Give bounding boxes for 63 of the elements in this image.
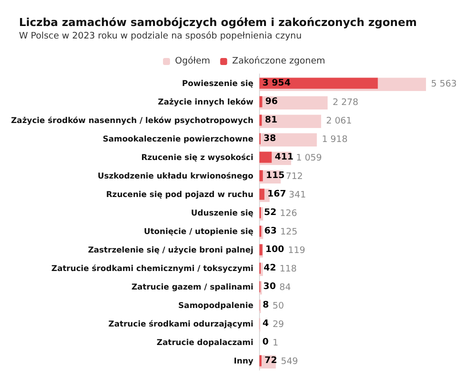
data-label: 38 [264,134,276,144]
bar [259,114,262,126]
data-label: 118 [280,264,298,274]
y-tick-label: Inny [234,356,254,366]
y-tick-label: Zatrucie dopalaczami [156,338,254,347]
chart-title: Liczba zamachów samobójczych ogółem i zakończonych zgonem [19,16,417,29]
bar [259,114,322,128]
data-label: 50 [272,301,284,312]
y-tick-label: Zastrzelenie się / użycie broni palnej [88,245,254,254]
y-tick-label: Utonięcie / utopienie się [144,226,254,236]
data-label: 167 [267,189,286,200]
data-label: 126 [280,208,298,219]
data-label: 125 [280,227,298,238]
data-label: 2 061 [326,116,352,126]
data-label: 5 563 [431,79,457,90]
data-label: 29 [272,320,284,330]
bar [259,355,262,366]
bar [259,78,378,89]
legend-label: Ogółem [175,56,210,66]
data-label: 549 [280,356,298,367]
data-label: 115 [266,170,285,181]
y-tick-label: Zatrucie gazem / spalinami [131,282,254,292]
data-label: 2 278 [332,98,359,108]
data-label: 1 059 [296,153,322,164]
y-tick-label: Uszkodzenie układu krwionośnego [98,171,254,180]
bar [259,96,262,108]
data-label: 712 [286,172,303,182]
y-tick-label: Zatrucie środkami chemicznymi / toksyczymi [51,264,254,273]
bar [259,188,264,200]
data-label: 3 954 [262,78,291,88]
data-label: 42 [264,263,276,274]
data-label: 63 [264,226,277,236]
y-tick-label: Powieszenie się [182,78,254,88]
data-label: 96 [265,96,278,107]
bar [259,152,272,163]
legend-label: Zakończone zgonem [232,56,326,66]
data-label: 1 [272,338,278,348]
data-label: 0 [262,337,269,348]
data-label: 100 [265,244,284,255]
bar [259,96,328,110]
data-label: 52 [264,208,276,218]
data-label: 72 [264,356,278,366]
y-tick-label: Rzucenie się z wysokości [141,152,254,162]
y-tick-label: Samopodpalenie [178,300,254,310]
y-tick-label: Uduszenie się [191,208,254,218]
data-label: 1 918 [322,134,348,145]
y-tick-label: Zażycie środków nasennych / leków psychotropowych [10,116,254,125]
bar [259,244,262,256]
y-tick-label: Zażycie innych leków [158,97,254,106]
y-tick-label: Rzucenie się pod pojazd w ruchu [106,190,254,199]
bar [259,170,263,182]
text: W Polsce w 2023 roku w podziale na sposób popełnienia czynu [19,30,302,42]
data-label: 341 [288,190,306,200]
y-tick-label: Samookaleczenie powierzchowne [102,134,254,144]
bar [259,133,317,147]
data-label: 84 [279,282,292,293]
data-label: 30 [263,282,276,292]
data-label: 8 [262,300,269,310]
y-tick-label: Zatrucie środkami odurzającymi [108,319,254,328]
data-label: 4 [262,318,269,329]
data-label: 81 [264,115,278,126]
data-label: 119 [288,246,306,256]
data-label: 411 [274,152,294,162]
